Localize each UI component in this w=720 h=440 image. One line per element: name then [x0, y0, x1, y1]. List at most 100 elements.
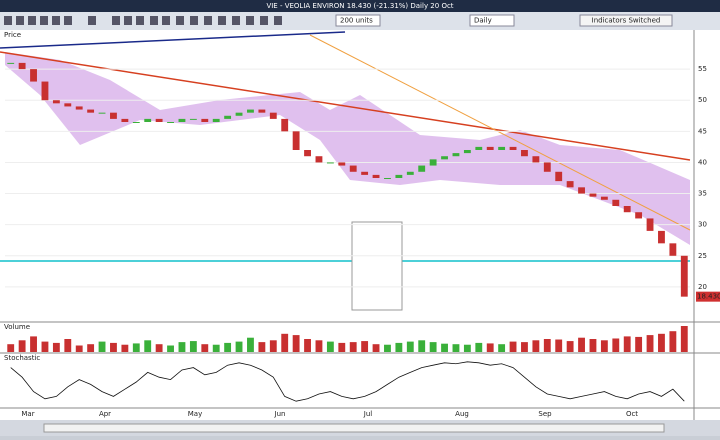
volume-bar [178, 342, 186, 352]
volume-bar [41, 341, 49, 352]
tool-icons[interactable] [4, 16, 282, 25]
candle [612, 199, 620, 206]
volume-bar [418, 340, 426, 352]
volume-bar [658, 333, 665, 352]
candle [475, 146, 483, 150]
volume-bar [247, 337, 254, 352]
volume-bar [75, 345, 83, 352]
candle [429, 159, 437, 166]
window-title: VIE - VEOLIA ENVIRON 18.430 (-21.31%) Da… [266, 2, 453, 10]
volume-bar [87, 344, 95, 352]
volume-bar [52, 342, 60, 352]
volume-bar [555, 339, 563, 352]
candle [395, 174, 403, 178]
candle [52, 100, 60, 104]
candle [178, 118, 186, 122]
volume-bar [384, 344, 391, 352]
candle [338, 162, 346, 166]
last-price-box [696, 291, 720, 302]
candle [623, 206, 631, 213]
volume-bar [612, 338, 620, 352]
volume-bar [509, 341, 517, 352]
candle [258, 109, 266, 113]
panel-label: Price [4, 31, 21, 39]
candle [64, 103, 72, 107]
candle [543, 162, 551, 172]
volume-bar [155, 344, 163, 352]
volume-bar [189, 341, 197, 352]
volume-bar [566, 341, 574, 352]
candle [224, 115, 232, 119]
candle [589, 193, 597, 197]
scroll-thumb[interactable] [43, 423, 665, 433]
candle [269, 112, 277, 119]
period-dropdown[interactable] [469, 14, 515, 27]
indicators-button[interactable] [579, 14, 673, 27]
volume-bar [30, 336, 37, 352]
volume-bar [475, 342, 483, 352]
candle [521, 150, 528, 157]
volume-bar [372, 344, 380, 352]
volume-bar [543, 339, 551, 352]
x-tick-label: Jul [363, 410, 373, 418]
y-tick-label: 35 [698, 190, 707, 198]
volume-bar [589, 339, 597, 352]
volume-bar [578, 337, 585, 352]
volume-bar [349, 342, 357, 352]
candle [441, 156, 448, 160]
candle [121, 118, 129, 122]
candle [326, 162, 334, 164]
candle [18, 62, 26, 70]
units-dropdown[interactable] [335, 14, 381, 27]
volume-bar [395, 342, 403, 352]
volume-bar [144, 340, 152, 352]
candle [349, 165, 357, 172]
candle [30, 69, 37, 82]
candle [144, 118, 152, 122]
candle [463, 150, 471, 154]
volume-bar [7, 344, 15, 352]
trend-line [0, 51, 691, 161]
y-tick-label: 50 [698, 96, 707, 104]
candle [315, 156, 323, 163]
candle [372, 174, 380, 178]
x-tick-label: May [188, 410, 202, 418]
volume-bar [98, 341, 106, 352]
volume-bar [338, 342, 346, 352]
volume-bar [121, 344, 129, 352]
volume-bar [292, 335, 300, 352]
candle [532, 156, 540, 163]
candle [235, 112, 243, 116]
candle [292, 131, 300, 150]
candle [281, 118, 289, 132]
candle [189, 118, 197, 120]
candle [566, 181, 574, 188]
candle [41, 81, 49, 101]
volume-bar [201, 344, 209, 352]
volume-bar [429, 342, 437, 352]
x-tick-label: Oct [626, 410, 638, 418]
volume-bar [532, 340, 540, 352]
volume-bar [304, 339, 311, 352]
y-tick-label: 45 [698, 127, 707, 135]
y-tick-label: 40 [698, 158, 707, 166]
y-tick-label: 30 [698, 221, 707, 229]
trend-line [309, 34, 691, 231]
y-tick-label: 20 [698, 283, 707, 291]
stochastic-line [10, 361, 685, 402]
volume-bar [269, 340, 277, 352]
candle [600, 196, 608, 200]
candle [7, 62, 15, 64]
candle [635, 212, 643, 219]
candle [669, 243, 677, 256]
volume-bar [680, 326, 688, 352]
volume-bar [167, 345, 174, 352]
candle [384, 178, 391, 179]
panel-label: Stochastic [4, 354, 40, 362]
candle [555, 171, 563, 182]
volume-bar [623, 336, 631, 352]
volume-bar [600, 340, 608, 352]
volume-bar [326, 341, 334, 352]
volume-bar [132, 343, 140, 352]
volume-bar [406, 341, 414, 352]
